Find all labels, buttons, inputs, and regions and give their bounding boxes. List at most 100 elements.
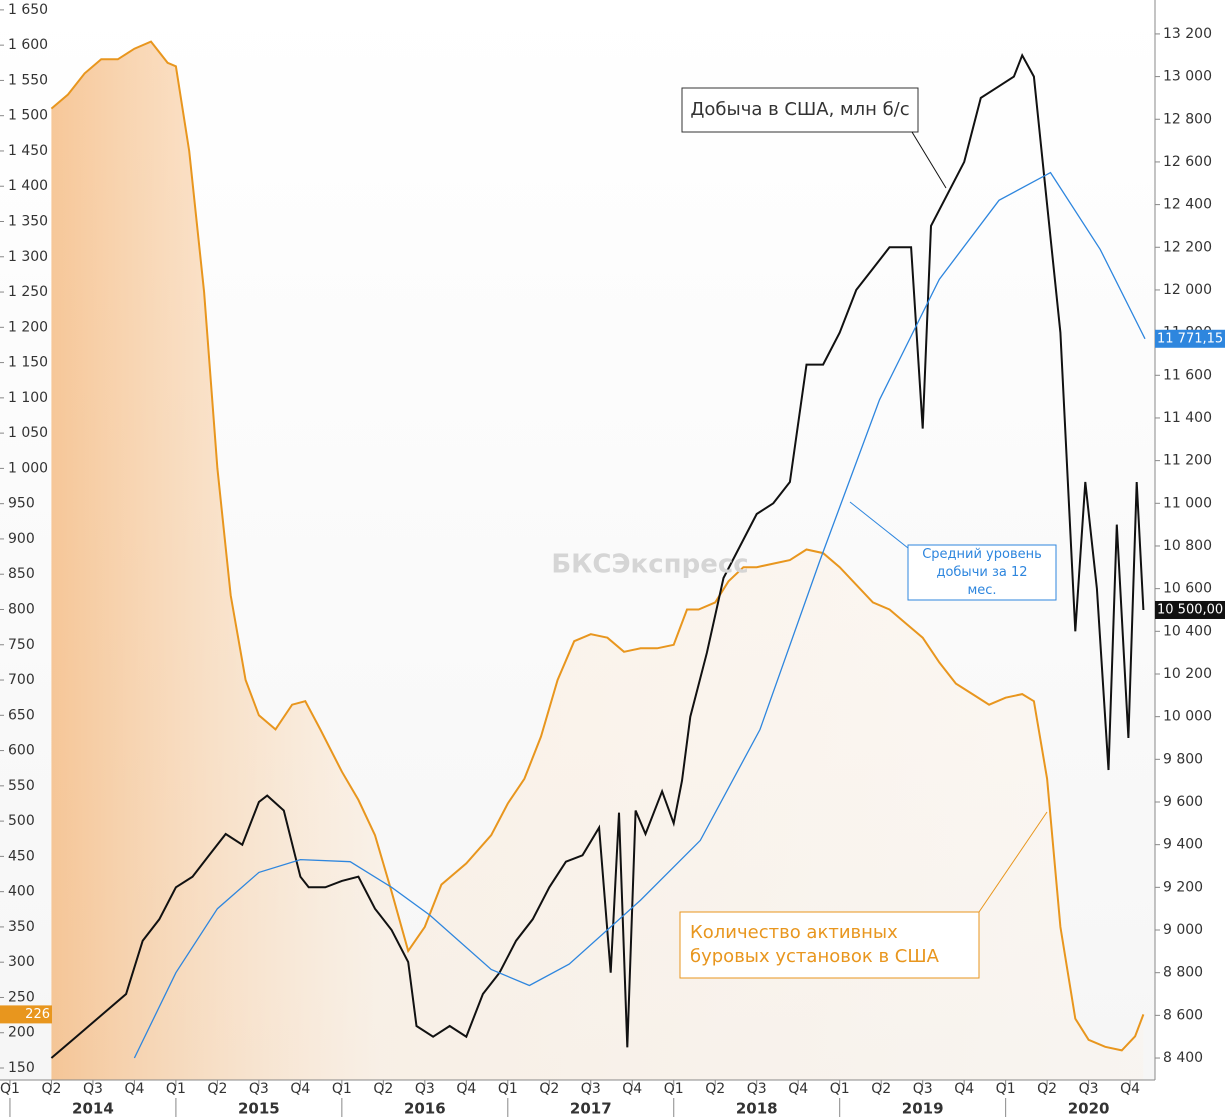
y-tick-label: 1 050 [8, 425, 48, 441]
y2-tick-label: 12 200 [1163, 239, 1212, 255]
y-tick-label: 1 000 [8, 460, 48, 476]
x-tick-label: Q4 [456, 1081, 476, 1097]
y-tick-label: 950 [8, 496, 35, 512]
y-tick-label: 850 [8, 566, 35, 582]
end-label-box [1155, 329, 1225, 348]
x-tick-label: Q1 [332, 1081, 352, 1097]
y-tick-label: 1 350 [8, 214, 48, 230]
x-tick-label: Q1 [498, 1081, 518, 1097]
end-label: 10 500,00 [1157, 602, 1223, 617]
series-line [50, 40, 1145, 1052]
y-tick-label: 400 [8, 884, 35, 900]
y-tick-label: 1 300 [8, 249, 48, 265]
y-tick-label: 450 [8, 848, 35, 864]
annotation: Количество активных буровых установок в С… [679, 811, 1048, 979]
series-line [50, 52, 1145, 1059]
y-tick-label: 1 450 [8, 143, 48, 159]
y2-tick-label: 9 200 [1163, 879, 1203, 895]
x-tick-label: Q4 [954, 1081, 974, 1097]
area [51, 41, 1144, 1081]
y-tick-label: 1 200 [8, 319, 48, 335]
y-tick-label: 800 [8, 601, 35, 617]
x-tick-label: Q2 [871, 1081, 891, 1097]
y-tick-label: 700 [8, 672, 35, 688]
y2-tick-label: 10 600 [1163, 581, 1212, 597]
x-tick-label: Q3 [581, 1081, 601, 1097]
y2-tick-label: 9 600 [1163, 794, 1203, 810]
x-tick-label: Q2 [207, 1081, 227, 1097]
y-tick-label: 350 [8, 919, 35, 935]
y-tick-label: 600 [8, 743, 35, 759]
y-tick-label: 1 150 [8, 355, 48, 371]
y2-tick-label: 11 400 [1163, 410, 1212, 426]
y2-tick-label: 10 800 [1163, 538, 1212, 554]
y-tick-label: 550 [8, 778, 35, 794]
y-tick-label: 1 600 [8, 37, 48, 53]
x-tick-label: Q2 [373, 1081, 393, 1097]
x-tick-label: Q2 [1037, 1081, 1057, 1097]
x-tick-label: Q1 [996, 1081, 1016, 1097]
y2-tick-label: 9 000 [1163, 922, 1203, 938]
y2-tick-label: 8 800 [1163, 965, 1203, 981]
y-tick-label: 650 [8, 707, 35, 723]
y2-tick-label: 9 400 [1163, 837, 1203, 853]
annotation: Средний уровень добычи за 12 мес. [849, 501, 1057, 601]
end-label: 11 771,15 [1157, 331, 1223, 346]
y-tick-label: 1 100 [8, 390, 48, 406]
y2-tick-label: 11 000 [1163, 495, 1212, 511]
year-label: 2014 [72, 1100, 114, 1117]
end-label: 226 [25, 1007, 50, 1022]
x-tick-label: Q3 [83, 1081, 103, 1097]
x-tick-label: Q2 [539, 1081, 559, 1097]
year-label: 2019 [902, 1100, 944, 1117]
y-tick-label: 300 [8, 954, 35, 970]
y-tick-label: 750 [8, 637, 35, 653]
y2-tick-label: 8 400 [1163, 1050, 1203, 1066]
x-tick-label: Q4 [124, 1081, 144, 1097]
y2-tick-label: 8 600 [1163, 1007, 1203, 1023]
y-tick-label: 1 400 [8, 178, 48, 194]
y2-tick-label: 11 200 [1163, 453, 1212, 469]
x-tick-label: Q2 [41, 1081, 61, 1097]
watermark: БКСЭкспресс [551, 550, 748, 580]
y-tick-label: 1 500 [8, 108, 48, 124]
y2-tick-label: 9 800 [1163, 751, 1203, 767]
x-tick-label: Q4 [622, 1081, 642, 1097]
series-line [133, 171, 1146, 1059]
y2-tick-label: 11 600 [1163, 367, 1212, 383]
y-tick-label: 1 550 [8, 72, 48, 88]
x-tick-label: Q1 [0, 1081, 20, 1097]
x-tick-label: Q1 [166, 1081, 186, 1097]
y2-tick-label: 13 000 [1163, 69, 1212, 85]
x-tick-label: Q2 [705, 1081, 725, 1097]
x-tick-label: Q3 [249, 1081, 269, 1097]
y-tick-label: 150 [8, 1060, 35, 1076]
y2-tick-label: 12 000 [1163, 282, 1212, 298]
end-label-box [1155, 600, 1225, 619]
year-label: 2020 [1068, 1100, 1110, 1117]
annotation-text: Количество активных буровых установок в С… [690, 922, 940, 967]
y2-tick-label: 10 400 [1163, 623, 1212, 639]
x-tick-label: Q4 [1120, 1081, 1140, 1097]
y-tick-label: 1 650 [8, 2, 48, 18]
y-tick-label: 500 [8, 813, 35, 829]
annotation-text: Добыча в США, млн б/с [690, 99, 909, 120]
year-label: 2016 [404, 1100, 446, 1117]
x-tick-label: Q3 [1079, 1081, 1099, 1097]
y2-tick-label: 12 800 [1163, 111, 1212, 127]
y2-tick-label: 10 200 [1163, 666, 1212, 682]
x-tick-label: Q3 [415, 1081, 435, 1097]
x-tick-label: Q3 [747, 1081, 767, 1097]
x-tick-label: Q4 [788, 1081, 808, 1097]
y2-tick-label: 12 600 [1163, 154, 1212, 170]
x-tick-label: Q1 [830, 1081, 850, 1097]
y-tick-label: 900 [8, 531, 35, 547]
annotation-text: Средний уровень добычи за 12 мес. [922, 547, 1042, 598]
y2-tick-label: 10 000 [1163, 709, 1212, 725]
y-tick-label: 1 250 [8, 284, 48, 300]
year-label: 2017 [570, 1100, 612, 1117]
y-tick-label: 250 [8, 989, 35, 1005]
y2-tick-label: 12 400 [1163, 197, 1212, 213]
end-label-box [0, 1005, 52, 1024]
